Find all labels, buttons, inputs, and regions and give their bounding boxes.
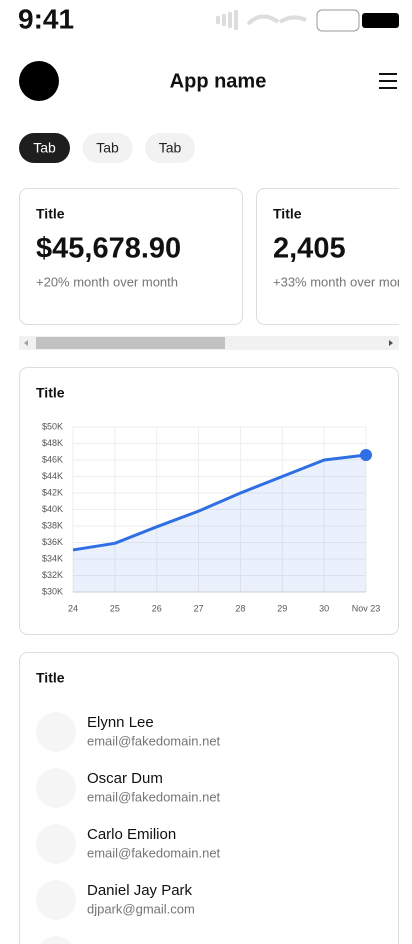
scrollbar[interactable] [19, 336, 399, 350]
area [73, 455, 366, 592]
line [72, 453, 367, 552]
stat-title: Title [273, 206, 302, 222]
y-tick-label: $36K [42, 537, 63, 547]
y-tick-label: $46K [42, 454, 63, 464]
tab[interactable] [145, 133, 195, 163]
stat-card [19, 188, 243, 325]
tab[interactable] [19, 133, 70, 163]
list-email: email@fakedomain.net [87, 845, 221, 860]
tab[interactable] [82, 133, 133, 163]
list-card [19, 652, 399, 944]
list-title: Title [36, 670, 65, 686]
list-name: Elynn Lee [87, 714, 154, 731]
y-tick-label: $48K [42, 438, 63, 448]
list-avatar [36, 768, 76, 808]
end-point [360, 449, 372, 462]
status-time: 9:41 [18, 3, 74, 34]
list-name: Daniel Jay Park [87, 882, 193, 899]
stat-value: $45,678.90 [36, 233, 181, 265]
chart-title: Title [36, 385, 65, 401]
stat-change: +33% month over month [273, 274, 412, 289]
list-email: email@fakedomain.net [87, 789, 221, 804]
y-tick-label: $50K [42, 421, 63, 431]
list-avatar [36, 824, 76, 864]
status-icons [216, 9, 399, 32]
viewport: 9:41 App name Tab Tab Tab Title $45,678.90 +… [18, 3, 412, 944]
y-tick-label: $32K [42, 570, 63, 580]
y-tick-label: $40K [42, 504, 63, 514]
list-avatar [36, 880, 76, 920]
x-tick-label: Nov 23 [352, 603, 381, 613]
stat-card [256, 188, 399, 325]
tab-label: Tab [96, 140, 119, 156]
list-avatar [36, 712, 76, 752]
x-tick-label: 25 [110, 603, 120, 613]
stat-title: Title [36, 206, 65, 222]
list-avatar [40, 936, 72, 944]
stat-value: 2,405 [273, 233, 346, 265]
y-tick-label: $30K [42, 586, 63, 596]
list-email: djpark@gmail.com [87, 901, 195, 916]
tab-label: Tab [33, 140, 56, 156]
chart-card [19, 367, 399, 635]
x-tick-label: 30 [319, 603, 329, 613]
y-tick-label: $44K [42, 471, 63, 481]
x-tick-label: 29 [277, 603, 287, 613]
x-tick-label: 24 [68, 603, 78, 613]
x-tick-label: 26 [152, 603, 162, 613]
list-email: email@fakedomain.net [87, 733, 221, 748]
y-tick-label: $38K [42, 520, 63, 530]
tab-label: Tab [159, 140, 182, 156]
y-tick-label: $34K [42, 553, 63, 563]
x-tick-label: 27 [194, 603, 204, 613]
y-tick-label: $42K [42, 487, 63, 497]
stat-change: +20% month over month [36, 274, 178, 289]
avatar[interactable] [19, 61, 59, 101]
list-name: Oscar Dum [87, 770, 163, 787]
app-title: App name [170, 70, 267, 92]
menu-button[interactable] [379, 73, 397, 89]
list-name: Carlo Emilion [87, 826, 176, 843]
x-tick-label: 28 [235, 603, 245, 613]
